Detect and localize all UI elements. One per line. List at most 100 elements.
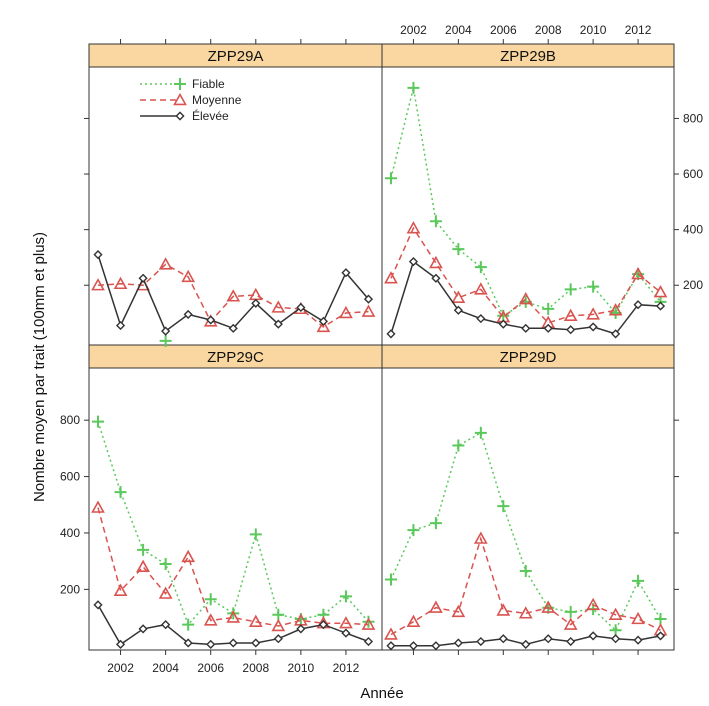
data-point <box>429 255 443 269</box>
x-tick-label: 2004 <box>445 23 472 37</box>
data-point <box>452 439 465 452</box>
panel-strip-label: ZPP29D <box>500 349 557 366</box>
data-point <box>228 323 238 333</box>
data-point <box>476 314 486 324</box>
data-point <box>341 268 351 278</box>
data-point <box>296 624 306 634</box>
y-tick-label: 400 <box>60 526 80 540</box>
data-point <box>115 320 126 331</box>
data-point <box>474 261 487 274</box>
data-point <box>384 627 398 640</box>
series-line <box>390 536 661 636</box>
data-point <box>407 81 420 94</box>
data-point <box>566 325 576 335</box>
x-tick-label: 2008 <box>535 23 562 37</box>
series-leve <box>386 631 666 651</box>
series-fiable <box>159 334 172 347</box>
data-point <box>429 600 443 613</box>
data-point <box>114 486 127 499</box>
data-point <box>453 638 463 648</box>
data-point <box>363 636 374 647</box>
series-line <box>97 263 369 328</box>
legend-item: Fiable <box>140 77 225 91</box>
data-point <box>203 613 218 626</box>
series-leve <box>93 600 374 649</box>
series-line <box>390 87 662 317</box>
data-point <box>206 315 216 325</box>
data-point <box>408 257 419 267</box>
data-point <box>91 278 105 291</box>
axis-ticks: 2002 2004 2006 2008 2010 20122004006008002002… <box>60 23 703 675</box>
data-point <box>518 606 533 619</box>
data-point <box>361 304 376 317</box>
y-tick-label: 600 <box>683 167 703 181</box>
data-point <box>631 611 645 625</box>
data-point <box>496 603 511 616</box>
data-point <box>318 316 328 326</box>
data-point <box>541 600 556 613</box>
data-point <box>251 638 261 648</box>
data-point <box>521 323 531 333</box>
panel-frame <box>88 367 383 651</box>
data-point <box>406 221 421 234</box>
series-fiable <box>92 415 375 631</box>
data-point <box>563 308 578 322</box>
legend-marker <box>174 78 186 90</box>
data-point <box>318 620 328 630</box>
data-point <box>588 631 598 641</box>
panel-strip-label: ZPP29B <box>500 48 556 65</box>
data-point <box>273 634 283 644</box>
data-point <box>363 294 374 304</box>
data-point <box>341 628 351 638</box>
data-point <box>474 426 487 439</box>
data-point <box>339 616 353 629</box>
x-tick-label: 2002 <box>400 23 427 37</box>
data-point <box>249 528 262 541</box>
y-tick-label: 800 <box>60 413 80 427</box>
legend-item: Moyenne <box>140 92 242 107</box>
data-point <box>498 634 508 644</box>
data-point <box>588 322 598 332</box>
data-point <box>271 300 286 313</box>
panel-strips: ZPP29A ZPP29B ZPP29C ZPP29D <box>88 43 675 369</box>
data-point <box>654 612 667 625</box>
data-point <box>93 600 103 610</box>
data-point <box>608 607 623 620</box>
data-point <box>92 415 105 428</box>
x-tick-label: 2004 <box>152 661 179 675</box>
data-point <box>183 638 193 648</box>
data-point <box>453 305 463 315</box>
x-tick-label: 2012 <box>625 23 652 37</box>
data-point <box>633 300 643 310</box>
data-point <box>406 614 421 627</box>
data-point <box>93 250 103 260</box>
data-point <box>113 276 128 290</box>
x-axis-title: Année <box>360 685 403 702</box>
x-tick-label: 2012 <box>333 661 360 675</box>
data-point <box>228 638 238 648</box>
data-point <box>655 301 666 311</box>
data-point <box>473 531 488 544</box>
x-tick-label: 2010 <box>580 23 607 37</box>
legend-label: Moyenne <box>192 93 242 107</box>
panel-strip <box>381 344 675 369</box>
data-point <box>429 517 442 530</box>
data-point <box>431 273 441 283</box>
data-point <box>158 257 173 270</box>
data-point <box>451 290 466 303</box>
data-point <box>248 287 263 301</box>
series-layer <box>91 81 668 651</box>
data-point <box>251 298 261 308</box>
data-point <box>386 329 396 339</box>
data-point <box>339 590 352 603</box>
data-point <box>451 604 466 618</box>
data-point <box>431 641 441 651</box>
data-point <box>611 329 621 339</box>
series-line <box>97 421 370 627</box>
y-axis-title: Nombre moyen par trait (100mm et plus) <box>31 232 48 502</box>
y-tick-label: 400 <box>683 223 703 237</box>
data-point <box>566 636 576 647</box>
data-point <box>633 635 643 645</box>
data-point <box>653 285 668 298</box>
